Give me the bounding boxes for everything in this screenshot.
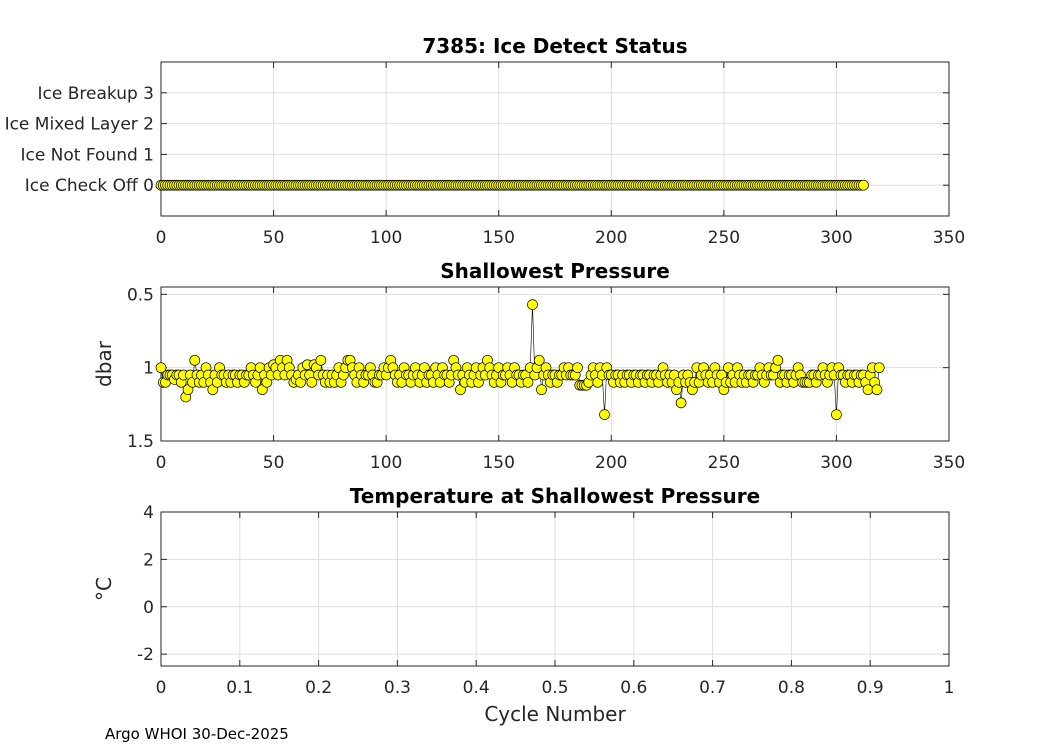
pressure-data-point — [527, 299, 538, 310]
ice-x-tick-label: 250 — [708, 228, 740, 248]
ice-x-tick-label: 200 — [595, 228, 627, 248]
pressure-x-tick-label: 0 — [156, 453, 167, 473]
footer-credit: Argo WHOI 30-Dec-2025 — [105, 725, 289, 743]
temperature-x-tick-label: 0.1 — [226, 678, 253, 698]
ice-chart-title: 7385: Ice Detect Status — [422, 34, 687, 58]
temperature-x-tick-label: 0.6 — [620, 678, 647, 698]
shallowest-pressure-chart: 0 50 100 150 200 250 300 350 0.5 1 1.5 Shallowest P… — [92, 259, 965, 473]
pressure-x-tick-label: 50 — [263, 453, 285, 473]
temperature-y-axis-label: °C — [92, 577, 116, 601]
pressure-x-tick-label: 150 — [482, 453, 514, 473]
temperature-x-tick-label: 0.3 — [384, 678, 411, 698]
pressure-data-point — [599, 409, 610, 420]
pressure-x-tick-label: 250 — [708, 453, 740, 473]
pressure-x-tick-label: 350 — [933, 453, 965, 473]
ice-y-tick-label: Ice Check Off 0 — [25, 176, 154, 196]
ice-y-tick-label: Ice Breakup 3 — [38, 84, 155, 104]
temperature-y-tick-label: -2 — [137, 645, 154, 665]
pressure-y-tick-label: 1 — [143, 359, 154, 379]
temperature-y-tick-label: 2 — [143, 550, 154, 570]
temperature-x-tick-label: 0.4 — [463, 678, 490, 698]
temperature-x-tick-label: 0.7 — [699, 678, 726, 698]
pressure-x-tick-label: 200 — [595, 453, 627, 473]
temperature-y-tick-label: 4 — [143, 503, 154, 523]
pressure-chart-title: Shallowest Pressure — [440, 259, 670, 283]
pressure-data-point — [306, 376, 318, 388]
ice-detect-chart: 0 50 100 150 200 250 300 350 Ice Check Off 0 Ice … — [5, 34, 966, 248]
temperature-x-tick-label: 0.8 — [778, 678, 805, 698]
pressure-data-point — [189, 354, 201, 366]
pressure-x-tick-label: 100 — [370, 453, 402, 473]
pressure-data-point — [675, 397, 687, 409]
temperature-x-tick-label: 1 — [944, 678, 955, 698]
temperature-x-tick-label: 0.2 — [305, 678, 332, 698]
temperature-x-tick-label: 0.9 — [857, 678, 884, 698]
pressure-data-point — [533, 354, 545, 366]
pressure-data-point — [155, 362, 167, 374]
pressure-y-axis-label: dbar — [92, 340, 116, 387]
pressure-data-point — [536, 384, 547, 396]
temperature-chart-title: Temperature at Shallowest Pressure — [350, 484, 760, 508]
pressure-data-point — [871, 384, 883, 396]
ice-data-point — [858, 179, 869, 191]
temperature-y-tick-label: 0 — [143, 598, 154, 618]
ice-x-tick-label: 100 — [370, 228, 402, 248]
temperature-chart: 0 0.1 0.2 0.3 0.4 0.5 0.6 0.7 0.8 0.9 1-2024Temper… — [92, 484, 954, 726]
ice-plot-area — [161, 62, 949, 216]
ice-x-tick-label: 300 — [820, 228, 852, 248]
ice-x-tick-label: 50 — [263, 228, 285, 248]
temperature-x-axis-label: Cycle Number — [484, 702, 626, 726]
temperature-x-tick-label: 0.5 — [541, 678, 568, 698]
pressure-data-point — [522, 376, 534, 388]
ice-x-tick-label: 0 — [156, 228, 167, 248]
ice-axes-box — [160, 61, 950, 217]
pressure-data-point — [831, 409, 842, 420]
ice-y-tick-label: Ice Mixed Layer 2 — [5, 115, 154, 135]
pressure-x-tick-label: 300 — [820, 453, 852, 473]
temperature-x-tick-label: 0 — [156, 678, 167, 698]
pressure-data-point — [572, 362, 583, 374]
ice-x-tick-label: 350 — [933, 228, 965, 248]
pressure-data-point — [315, 354, 327, 366]
ice-y-tick-label: Ice Not Found 1 — [20, 145, 154, 165]
pressure-y-tick-label: 0.5 — [127, 285, 154, 305]
pressure-data-point — [772, 354, 784, 366]
pressure-y-tick-label: 1.5 — [127, 432, 154, 452]
pressure-data-point — [873, 362, 885, 374]
ice-x-tick-label: 150 — [482, 228, 514, 248]
